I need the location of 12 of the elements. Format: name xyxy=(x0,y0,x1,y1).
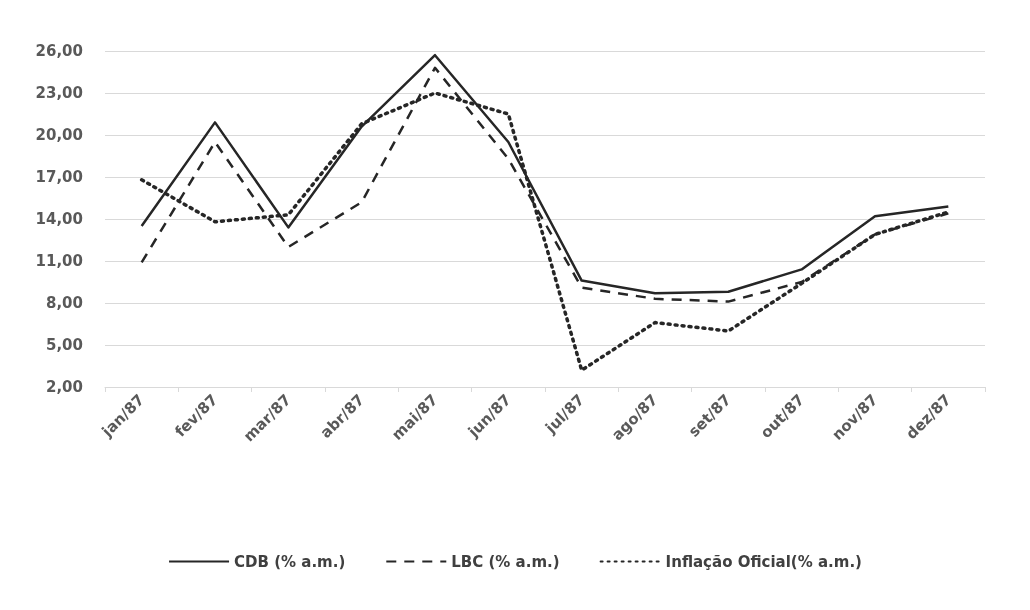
legend-label: Inflação Oficial(% a.m.) xyxy=(665,552,862,571)
y-tick-label: 14,00 xyxy=(35,210,83,228)
y-tick-label: 23,00 xyxy=(35,84,83,102)
y-tick-label: 2,00 xyxy=(45,378,83,396)
legend-label: LBC (% a.m.) xyxy=(451,552,560,571)
y-tick-label: 11,00 xyxy=(35,252,83,270)
y-tick-label: 5,00 xyxy=(45,336,83,354)
y-tick-label: 20,00 xyxy=(35,126,83,144)
y-tick-label: 17,00 xyxy=(35,168,83,186)
legend-label: CDB (% a.m.) xyxy=(234,552,346,571)
y-tick-label: 8,00 xyxy=(45,294,83,312)
y-tick-label: 26,00 xyxy=(35,42,83,60)
